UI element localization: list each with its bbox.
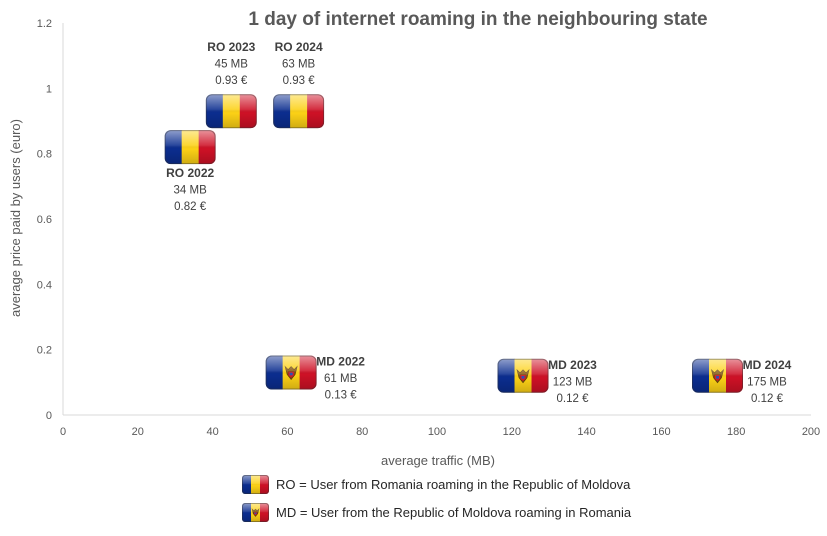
x-tick-label: 100 xyxy=(428,426,446,438)
data-point: MD 2024 175 MB 0.12 € xyxy=(692,358,792,405)
point-label: RO 2022 xyxy=(166,166,214,180)
legend-item: MD = User from the Republic of Moldova r… xyxy=(242,503,632,522)
x-tick-label: 200 xyxy=(802,426,820,438)
moldova-flag-icon xyxy=(497,358,549,393)
romania-flag-icon xyxy=(164,130,216,165)
point-traffic-label: 61 MB xyxy=(324,373,358,385)
point-label: RO 2024 xyxy=(275,40,323,54)
moldova-flag-icon xyxy=(692,358,743,393)
x-axis-title: average traffic (MB) xyxy=(381,453,495,468)
moldova-flag-icon xyxy=(265,355,317,390)
point-traffic-label: 34 MB xyxy=(174,185,208,197)
romania-flag-icon xyxy=(205,94,257,129)
y-tick-label: 0.8 xyxy=(37,149,52,161)
x-axis-ticks: 0 20 40 60 80 100 120 140 160 180 200 xyxy=(60,426,820,438)
x-tick-label: 80 xyxy=(356,426,368,438)
moldova-flag-icon xyxy=(242,503,269,522)
point-traffic-label: 175 MB xyxy=(747,376,787,388)
point-label: MD 2024 xyxy=(743,358,792,372)
y-tick-label: 0.6 xyxy=(37,214,52,226)
x-tick-label: 160 xyxy=(652,426,670,438)
y-tick-label: 0.4 xyxy=(37,279,52,291)
y-tick-label: 0 xyxy=(46,410,52,422)
y-tick-label: 1 xyxy=(46,83,52,95)
data-point: RO 2023 45 MB 0.93 € xyxy=(205,40,257,129)
point-price-label: 0.12 € xyxy=(751,393,784,405)
data-point: MD 2022 61 MB 0.13 € xyxy=(265,355,365,402)
y-tick-label: 1.2 xyxy=(37,18,52,30)
data-point: RO 2022 34 MB 0.82 € xyxy=(164,130,216,213)
point-price-label: 0.93 € xyxy=(215,75,248,87)
point-price-label: 0.12 € xyxy=(557,393,590,405)
data-point: MD 2023 123 MB 0.12 € xyxy=(497,358,597,405)
point-price-label: 0.82 € xyxy=(174,201,207,213)
point-price-label: 0.93 € xyxy=(283,75,316,87)
legend-item: RO = User from Romania roaming in the Re… xyxy=(242,475,631,494)
x-tick-label: 180 xyxy=(727,426,745,438)
x-tick-label: 60 xyxy=(281,426,293,438)
point-traffic-label: 123 MB xyxy=(553,376,593,388)
legend: RO = User from Romania roaming in the Re… xyxy=(242,475,632,522)
x-tick-label: 20 xyxy=(132,426,144,438)
chart-title: 1 day of internet roaming in the neighbo… xyxy=(248,9,707,30)
axes xyxy=(62,23,811,416)
point-price-label: 0.13 € xyxy=(325,390,358,402)
data-point: RO 2024 63 MB 0.93 € xyxy=(273,40,325,129)
romania-flag-icon xyxy=(273,94,325,129)
point-label: MD 2022 xyxy=(316,355,365,369)
x-tick-label: 0 xyxy=(60,426,66,438)
point-traffic-label: 63 MB xyxy=(282,59,316,71)
x-tick-label: 140 xyxy=(577,426,595,438)
romania-flag-icon xyxy=(242,475,269,494)
y-tick-label: 0.2 xyxy=(37,345,52,357)
y-axis-ticks: 0 0.2 0.4 0.6 0.8 1 1.2 xyxy=(37,18,52,422)
point-traffic-label: 45 MB xyxy=(215,59,249,71)
y-axis-title: average price paid by users (euro) xyxy=(8,119,23,317)
x-tick-label: 120 xyxy=(503,426,521,438)
legend-label: RO = User from Romania roaming in the Re… xyxy=(276,477,631,492)
point-label: RO 2023 xyxy=(207,40,255,54)
point-label: MD 2023 xyxy=(548,358,597,372)
x-tick-label: 40 xyxy=(206,426,218,438)
legend-label: MD = User from the Republic of Moldova r… xyxy=(276,505,632,520)
